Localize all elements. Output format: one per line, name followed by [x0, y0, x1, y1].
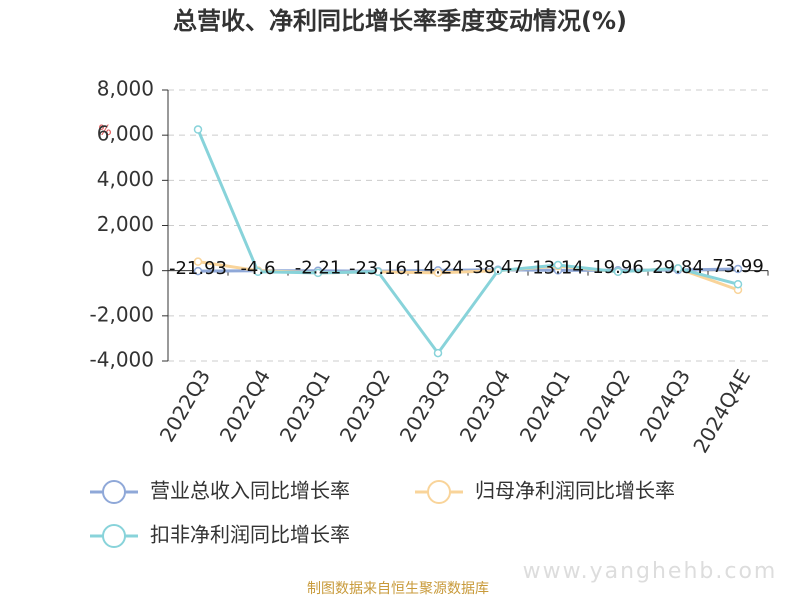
data-label: -2.21 [295, 258, 342, 279]
legend-item[interactable]: 扣非净利润同比增长率 [90, 523, 350, 548]
x-tick-label: 2024Q3 [635, 365, 695, 446]
legend-marker [102, 524, 126, 548]
point [733, 279, 743, 289]
y-tick-label: 6,000 [97, 122, 154, 146]
data-label: 14.24 [412, 257, 464, 278]
y-tick-label: 4,000 [97, 167, 154, 191]
x-tick-label: 2024Q2 [575, 365, 635, 446]
x-tick-label: 2023Q3 [395, 365, 455, 446]
data-label: 73.99 [712, 256, 764, 277]
x-tick-label: 2022Q4 [215, 365, 275, 446]
x-tick-label: 2024Q1 [515, 365, 575, 446]
point [373, 267, 383, 277]
y-tick-label: 0 [141, 257, 154, 281]
point [673, 264, 683, 273]
data-label: 13.14 [532, 257, 584, 278]
point [193, 125, 203, 134]
data-label: 19.96 [592, 257, 644, 278]
legend-marker [102, 480, 126, 504]
data-label: 29.84 [652, 257, 704, 278]
x-tick-label: 2024Q4E [688, 365, 755, 457]
x-tick-label: 2023Q1 [275, 365, 335, 446]
series-line [196, 128, 739, 356]
data-label: -23.16 [349, 258, 407, 279]
point [493, 266, 503, 275]
point [433, 348, 443, 358]
point [613, 267, 623, 277]
y-tick-label: 2,000 [97, 212, 154, 236]
source: 制图数据来自恒生聚源数据库 [307, 581, 489, 597]
y-unit: % [98, 123, 111, 139]
legend-label: 营业总收入同比增长率 [150, 479, 350, 503]
legend-label: 扣非净利润同比增长率 [150, 523, 350, 547]
point [313, 268, 323, 278]
legend-label: 归母净利润同比增长率 [475, 479, 675, 503]
y-tick-label: -4,000 [90, 348, 154, 372]
point [193, 257, 203, 266]
y-tick-label: -2,000 [90, 302, 154, 326]
x-tick-label: 2023Q4 [455, 365, 515, 446]
legend-item[interactable]: 归母净利润同比增长率 [415, 479, 675, 504]
point [553, 260, 563, 270]
x-tick-label: 2023Q2 [335, 365, 395, 446]
chart-title: 总营收、净利同比增长率季度变动情况(%) [173, 7, 627, 35]
point [733, 264, 743, 274]
point [193, 266, 203, 276]
watermark: www.yanghehb.com [523, 559, 778, 584]
x-tick-label: 2022Q3 [155, 365, 215, 446]
point [253, 267, 263, 277]
legend-item[interactable]: 营业总收入同比增长率 [90, 479, 350, 504]
data-label: 38.47 [472, 257, 524, 278]
data-label: -21.93 [169, 258, 227, 279]
point [433, 268, 443, 278]
y-tick-label: 8,000 [97, 77, 154, 101]
legend-marker [427, 480, 451, 504]
data-label: -4.6 [240, 258, 275, 279]
